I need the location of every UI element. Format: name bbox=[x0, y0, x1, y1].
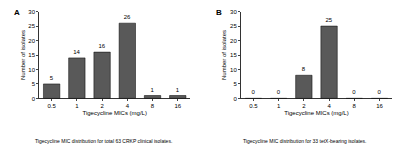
svg-text:A: A bbox=[14, 8, 20, 17]
svg-text:15: 15 bbox=[28, 52, 35, 58]
svg-text:0.5: 0.5 bbox=[249, 103, 258, 109]
svg-text:14: 14 bbox=[73, 49, 80, 55]
svg-text:Tigecycline MICs (mg/L): Tigecycline MICs (mg/L) bbox=[284, 110, 348, 116]
svg-text:10: 10 bbox=[230, 67, 237, 73]
svg-text:0: 0 bbox=[352, 89, 356, 95]
svg-text:26: 26 bbox=[124, 14, 131, 20]
svg-text:10: 10 bbox=[28, 67, 35, 73]
svg-text:0: 0 bbox=[32, 96, 36, 102]
svg-text:2: 2 bbox=[100, 103, 104, 109]
svg-text:8: 8 bbox=[151, 103, 155, 109]
svg-text:0.5: 0.5 bbox=[47, 103, 56, 109]
svg-text:Number of isolates: Number of isolates bbox=[20, 30, 26, 80]
svg-text:16: 16 bbox=[174, 103, 181, 109]
svg-text:16: 16 bbox=[98, 43, 105, 49]
svg-text:0: 0 bbox=[251, 89, 255, 95]
svg-text:Tigecycline MIC distribution f: Tigecycline MIC distribution for total 6… bbox=[35, 138, 172, 144]
svg-text:5: 5 bbox=[32, 81, 36, 87]
svg-text:15: 15 bbox=[230, 52, 237, 58]
svg-text:B: B bbox=[216, 8, 222, 17]
svg-text:25: 25 bbox=[325, 17, 332, 23]
svg-text:1: 1 bbox=[151, 87, 155, 93]
svg-text:Tigecycline MIC distribution f: Tigecycline MIC distribution for 33 tetX… bbox=[243, 138, 366, 144]
svg-text:5: 5 bbox=[50, 75, 54, 81]
svg-text:Tigecycline MICs (mg/L): Tigecycline MICs (mg/L) bbox=[82, 110, 146, 116]
svg-text:1: 1 bbox=[277, 103, 281, 109]
svg-text:0: 0 bbox=[378, 89, 382, 95]
svg-text:0: 0 bbox=[233, 96, 237, 102]
svg-text:30: 30 bbox=[230, 9, 237, 15]
svg-text:4: 4 bbox=[327, 103, 331, 109]
svg-text:25: 25 bbox=[28, 23, 35, 29]
svg-text:30: 30 bbox=[28, 9, 35, 15]
svg-text:4: 4 bbox=[126, 103, 130, 109]
svg-text:0: 0 bbox=[277, 89, 281, 95]
svg-text:20: 20 bbox=[230, 38, 237, 44]
svg-text:5: 5 bbox=[233, 81, 237, 87]
svg-text:2: 2 bbox=[302, 103, 306, 109]
svg-text:20: 20 bbox=[28, 38, 35, 44]
svg-text:16: 16 bbox=[376, 103, 383, 109]
svg-text:25: 25 bbox=[230, 23, 237, 29]
svg-text:8: 8 bbox=[302, 66, 306, 72]
svg-text:1: 1 bbox=[75, 103, 79, 109]
svg-text:1: 1 bbox=[176, 87, 180, 93]
svg-text:Number of isolates: Number of isolates bbox=[221, 30, 227, 80]
svg-text:8: 8 bbox=[353, 103, 357, 109]
